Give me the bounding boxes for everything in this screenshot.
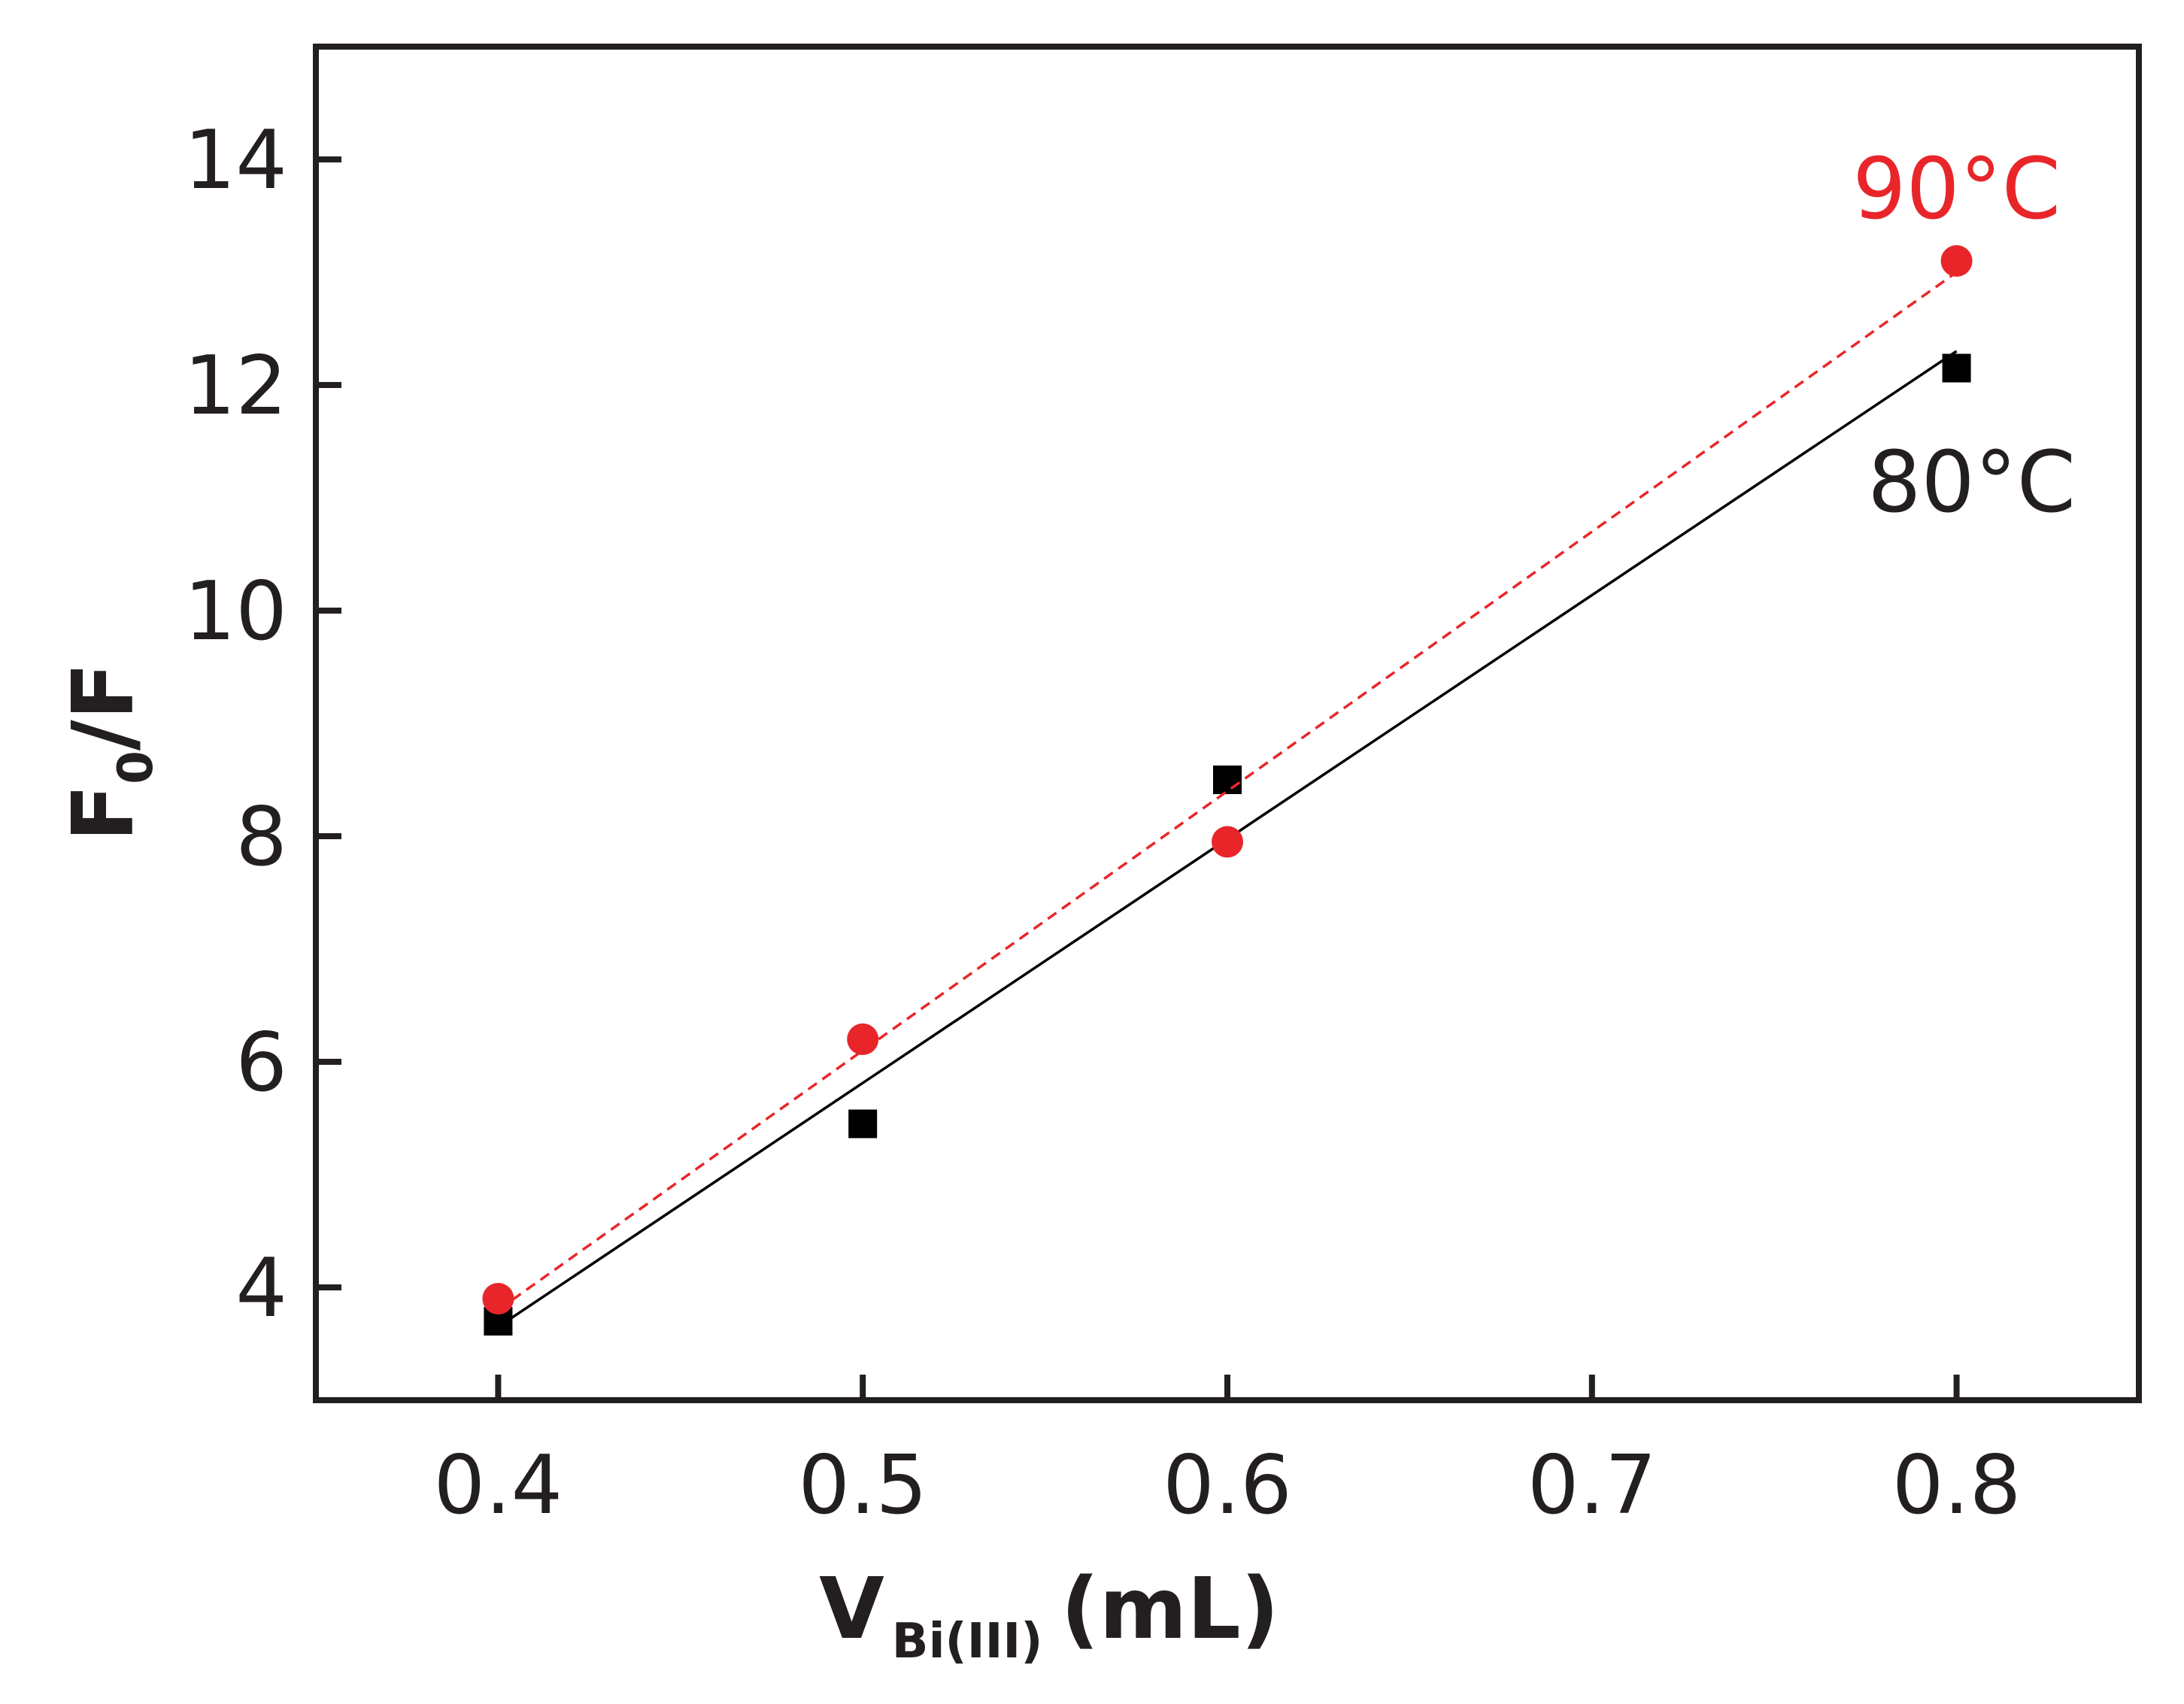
series-label-80c: 80°C bbox=[1867, 434, 2076, 532]
x-axis-title-subscript: Bi(III) bbox=[892, 1614, 1043, 1669]
data-point-circle bbox=[1212, 826, 1243, 858]
y-tick-label: 14 bbox=[184, 114, 287, 208]
data-point-circle bbox=[482, 1283, 514, 1314]
x-tick-label: 0.5 bbox=[798, 1439, 927, 1533]
data-point-circle bbox=[1940, 245, 1973, 277]
x-axis-title-unit: (mL) bbox=[1060, 1560, 1279, 1658]
data-point-square bbox=[848, 1109, 878, 1139]
series-90c bbox=[482, 245, 1973, 1314]
fit-line bbox=[497, 271, 1958, 1311]
data-point-square bbox=[1213, 766, 1242, 794]
y-tick-label: 12 bbox=[184, 339, 287, 433]
y-tick-label: 10 bbox=[184, 565, 287, 659]
y-axis-title-main: F bbox=[55, 784, 153, 842]
series-label-90c: 90°C bbox=[1852, 141, 2061, 238]
plot-layer: 0.4 0.5 0.6 0.7 0.8 4 6 8 10 12 14 90°C 80°C bbox=[184, 44, 2142, 1533]
plot-frame bbox=[313, 44, 2142, 1403]
y-axis-title-suffix: /F bbox=[55, 662, 153, 750]
y-tick-label: 6 bbox=[235, 1016, 287, 1110]
data-point-circle bbox=[847, 1023, 879, 1055]
x-tick-label: 0.4 bbox=[434, 1439, 563, 1533]
x-axis-title: V Bi(III) (mL) bbox=[819, 1560, 1279, 1669]
data-point-square bbox=[1942, 353, 1971, 383]
y-axis-title-subscript: 0 bbox=[108, 750, 164, 784]
y-tick-label: 4 bbox=[235, 1242, 287, 1336]
x-tick-label: 0.6 bbox=[1163, 1439, 1292, 1533]
y-tick-label: 8 bbox=[235, 790, 287, 884]
x-tick-label: 0.8 bbox=[1892, 1439, 2022, 1533]
x-axis-title-main: V bbox=[819, 1560, 884, 1658]
x-tick-label: 0.7 bbox=[1527, 1439, 1657, 1533]
y-axis-title: F0/F bbox=[55, 662, 164, 841]
